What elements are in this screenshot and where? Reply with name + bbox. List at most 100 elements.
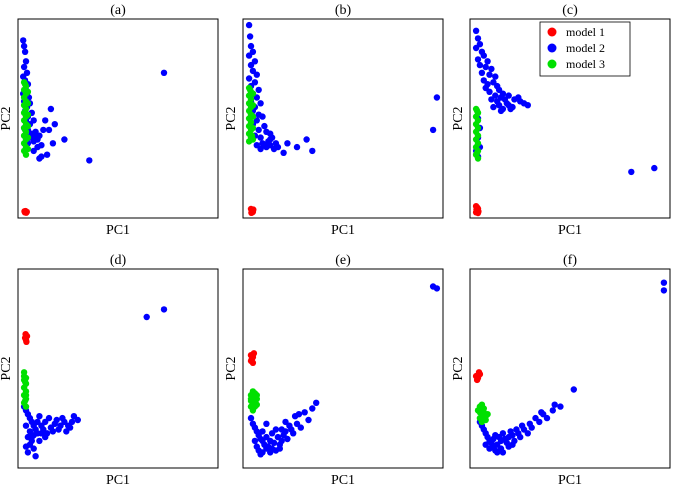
data-point	[38, 430, 45, 437]
data-point	[290, 430, 297, 437]
data-point	[28, 433, 35, 441]
data-point	[36, 155, 43, 162]
data-point	[49, 428, 57, 435]
data-point	[628, 168, 635, 176]
panel-d: (d) PC1 PC2	[0, 253, 219, 488]
data-point	[492, 447, 499, 454]
x-axis-label: PC1	[331, 223, 355, 238]
panel-title: (f)	[563, 253, 577, 268]
data-point	[20, 369, 28, 376]
data-point	[21, 397, 29, 405]
data-point	[497, 107, 505, 115]
data-point	[246, 86, 254, 94]
data-point	[660, 287, 668, 294]
legend-marker	[547, 27, 557, 37]
x-axis-label: PC1	[106, 473, 130, 488]
legend-marker	[547, 43, 557, 53]
data-point	[245, 21, 253, 29]
data-point	[143, 313, 150, 321]
data-point	[24, 100, 32, 107]
data-point	[557, 403, 564, 410]
data-point	[301, 409, 308, 416]
x-axis-label: PC1	[558, 223, 582, 238]
data-point	[313, 399, 320, 406]
data-point	[247, 42, 255, 50]
series-model-2	[476, 279, 668, 456]
data-point	[259, 113, 266, 120]
series-model-3	[247, 388, 260, 414]
data-point	[272, 426, 280, 433]
plot-frame	[17, 268, 219, 469]
data-point	[490, 103, 497, 111]
data-point	[43, 151, 51, 158]
data-point	[36, 437, 43, 445]
data-point	[480, 52, 487, 59]
data-point	[20, 42, 28, 50]
data-point	[251, 437, 259, 445]
legend-label: model 1	[566, 25, 605, 39]
data-point	[478, 69, 486, 77]
data-point	[24, 111, 32, 118]
data-point	[484, 411, 491, 418]
y-axis-label: PC2	[224, 106, 239, 130]
legend-marker	[547, 59, 557, 69]
data-point	[253, 71, 260, 78]
data-point	[61, 136, 68, 143]
x-axis-label: PC1	[558, 473, 582, 488]
data-point	[309, 147, 316, 155]
data-point	[261, 122, 268, 130]
data-point	[293, 143, 301, 151]
data-point	[267, 136, 274, 143]
panel-e: (e) PC1 PC2	[224, 253, 444, 488]
data-point	[499, 430, 507, 437]
data-point	[22, 443, 30, 450]
series-model-1	[247, 205, 257, 216]
data-point	[276, 445, 283, 452]
data-point	[34, 418, 41, 426]
panel-title: (c)	[562, 3, 578, 18]
data-point	[515, 94, 522, 101]
data-point	[249, 124, 257, 132]
data-point	[24, 145, 32, 153]
data-point	[49, 140, 57, 147]
series-model-3	[472, 105, 482, 162]
data-point	[22, 392, 30, 399]
series-model-1	[21, 331, 31, 345]
data-point	[486, 88, 493, 96]
data-point	[21, 48, 29, 55]
data-point	[478, 418, 486, 426]
data-point	[61, 418, 68, 426]
data-point	[473, 107, 481, 115]
data-point	[267, 142, 274, 149]
data-point	[472, 27, 480, 34]
data-point	[45, 126, 53, 134]
data-point	[249, 405, 257, 412]
x-axis-label: PC1	[106, 223, 130, 238]
data-point	[282, 418, 289, 426]
data-point	[45, 414, 53, 422]
series-model-2	[20, 37, 168, 164]
data-point	[509, 441, 516, 448]
panel-c: (c) PC1 PC2	[451, 3, 671, 238]
data-point	[21, 208, 28, 215]
series-model-2	[20, 306, 168, 460]
panel-b: (b) PC1 PC2	[224, 3, 444, 238]
data-point	[259, 428, 266, 435]
data-point	[480, 405, 487, 412]
series-model-2	[247, 283, 441, 458]
data-point	[291, 413, 299, 420]
plot-frame	[17, 18, 219, 219]
data-point	[22, 151, 30, 158]
data-point	[433, 285, 441, 292]
data-point	[247, 61, 255, 69]
series-model-3	[20, 79, 32, 158]
data-point	[488, 65, 495, 73]
data-point	[86, 157, 93, 164]
data-point	[505, 92, 512, 99]
data-point	[245, 75, 253, 82]
data-point	[651, 164, 658, 172]
plot-frame	[242, 268, 444, 469]
panel-f: (f) PC1 PC2	[451, 253, 671, 488]
data-point	[255, 126, 262, 134]
